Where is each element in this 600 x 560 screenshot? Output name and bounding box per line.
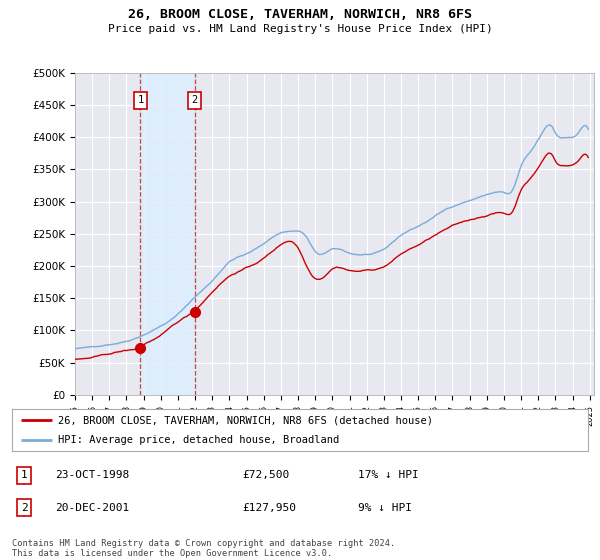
Text: HPI: Average price, detached house, Broadland: HPI: Average price, detached house, Broa… [58,435,340,445]
Text: £72,500: £72,500 [242,470,290,480]
Text: £127,950: £127,950 [242,503,296,513]
Text: 26, BROOM CLOSE, TAVERHAM, NORWICH, NR8 6FS (detached house): 26, BROOM CLOSE, TAVERHAM, NORWICH, NR8 … [58,415,433,425]
Text: 2: 2 [191,96,198,105]
Text: 20-DEC-2001: 20-DEC-2001 [55,503,130,513]
Bar [140,73,194,395]
Text: Contains HM Land Registry data © Crown copyright and database right 2024.
This d: Contains HM Land Registry data © Crown c… [12,539,395,558]
Text: 17% ↓ HPI: 17% ↓ HPI [358,470,418,480]
Text: 9% ↓ HPI: 9% ↓ HPI [358,503,412,513]
Text: 2: 2 [20,503,28,513]
Text: 26, BROOM CLOSE, TAVERHAM, NORWICH, NR8 6FS: 26, BROOM CLOSE, TAVERHAM, NORWICH, NR8 … [128,8,472,21]
Text: 23-OCT-1998: 23-OCT-1998 [55,470,130,480]
Text: 1: 1 [20,470,28,480]
Text: Price paid vs. HM Land Registry's House Price Index (HPI): Price paid vs. HM Land Registry's House … [107,24,493,34]
Text: 1: 1 [137,96,143,105]
